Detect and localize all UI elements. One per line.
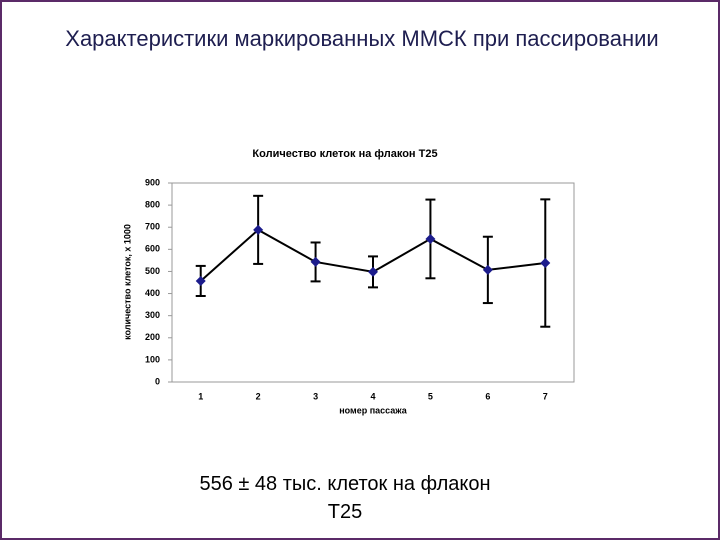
marker xyxy=(425,233,436,244)
y-tick-label: 700 xyxy=(145,222,160,232)
y-tick-label: 200 xyxy=(145,332,160,342)
plot-frame xyxy=(171,182,575,383)
x-axis-label: номер пассажа xyxy=(339,405,408,415)
x-tick-label: 1 xyxy=(198,391,203,401)
marker xyxy=(253,224,264,235)
marker xyxy=(482,264,493,275)
x-tick-label: 5 xyxy=(428,391,433,401)
y-tick-label: 900 xyxy=(145,177,160,187)
x-tick-label: 7 xyxy=(543,391,548,401)
marker xyxy=(368,266,378,277)
y-tick-label: 500 xyxy=(145,266,160,276)
x-tick-label: 6 xyxy=(485,391,490,401)
chart-title: Количество клеток на флакон Т25 xyxy=(252,148,437,160)
y-tick-label: 800 xyxy=(145,199,160,209)
y-tick-label: 600 xyxy=(145,244,160,254)
caption: 556 ± 48 тыс. клеток на флакон Т25 xyxy=(199,473,491,523)
y-tick-label: 100 xyxy=(145,354,160,364)
y-tick-label: 300 xyxy=(145,310,160,320)
y-axis-label: количество клеток, х 1000 xyxy=(122,224,132,340)
marker xyxy=(310,256,321,267)
marker xyxy=(540,258,551,269)
y-tick-label: 400 xyxy=(145,288,160,298)
x-tick-label: 3 xyxy=(313,391,318,401)
x-tick-label: 2 xyxy=(256,391,261,401)
slide-title: Характеристики маркированных ММСК при па… xyxy=(65,26,659,51)
x-tick-label: 4 xyxy=(370,391,375,401)
y-tick-label: 0 xyxy=(155,376,160,386)
marker xyxy=(195,275,206,286)
